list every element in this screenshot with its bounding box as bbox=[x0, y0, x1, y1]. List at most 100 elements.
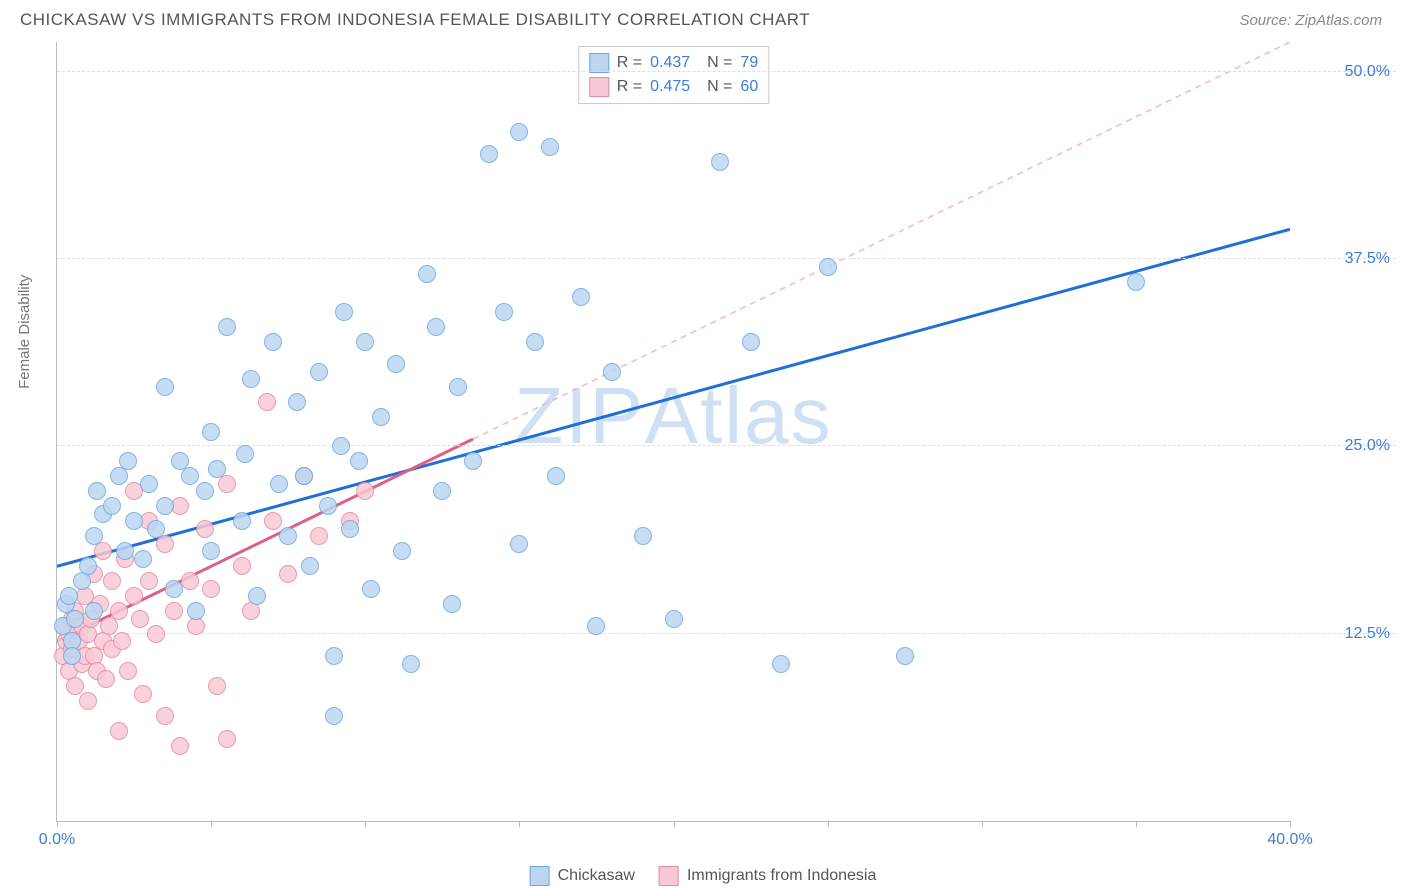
data-point bbox=[181, 572, 199, 590]
data-point bbox=[131, 610, 149, 628]
data-point bbox=[119, 662, 137, 680]
data-point bbox=[772, 655, 790, 673]
data-point bbox=[427, 318, 445, 336]
x-tick bbox=[1290, 821, 1291, 827]
trend-lines bbox=[57, 42, 1290, 821]
data-point bbox=[233, 512, 251, 530]
data-point bbox=[742, 333, 760, 351]
data-point bbox=[310, 527, 328, 545]
data-point bbox=[218, 318, 236, 336]
data-point bbox=[356, 333, 374, 351]
x-tick bbox=[828, 821, 829, 827]
chart-area: Female Disability ZIPAtlas R = 0.437 N =… bbox=[20, 42, 1396, 850]
data-point bbox=[310, 363, 328, 381]
legend-swatch bbox=[589, 77, 609, 97]
data-point bbox=[208, 460, 226, 478]
data-point bbox=[325, 707, 343, 725]
data-point bbox=[341, 520, 359, 538]
data-point bbox=[134, 550, 152, 568]
legend-n-label: N = bbox=[698, 78, 732, 96]
data-point bbox=[202, 542, 220, 560]
legend-r-label: R = bbox=[617, 54, 642, 72]
legend-series: Chickasaw Immigrants from Indonesia bbox=[530, 866, 877, 886]
data-point bbox=[116, 542, 134, 560]
data-point bbox=[1127, 273, 1145, 291]
x-tick bbox=[982, 821, 983, 827]
data-point bbox=[443, 595, 461, 613]
data-point bbox=[79, 692, 97, 710]
data-point bbox=[418, 265, 436, 283]
data-point bbox=[103, 572, 121, 590]
data-point bbox=[541, 138, 559, 156]
data-point bbox=[665, 610, 683, 628]
data-point bbox=[634, 527, 652, 545]
data-point bbox=[264, 333, 282, 351]
data-point bbox=[147, 625, 165, 643]
data-point bbox=[279, 527, 297, 545]
data-point bbox=[156, 378, 174, 396]
y-tick-label: 25.0% bbox=[1300, 437, 1390, 455]
data-point bbox=[480, 145, 498, 163]
legend-r-value: 0.475 bbox=[650, 78, 690, 96]
data-point bbox=[819, 258, 837, 276]
data-point bbox=[140, 475, 158, 493]
data-point bbox=[449, 378, 467, 396]
data-point bbox=[258, 393, 276, 411]
data-point bbox=[202, 423, 220, 441]
y-axis-label: Female Disability bbox=[16, 275, 33, 389]
data-point bbox=[464, 452, 482, 470]
legend-stat-row: R = 0.475 N = 60 bbox=[589, 75, 758, 99]
gridline bbox=[57, 71, 1396, 72]
data-point bbox=[896, 647, 914, 665]
x-tick bbox=[365, 821, 366, 827]
data-point bbox=[350, 452, 368, 470]
data-point bbox=[402, 655, 420, 673]
data-point bbox=[325, 647, 343, 665]
data-point bbox=[279, 565, 297, 583]
data-point bbox=[156, 707, 174, 725]
legend-r-label: R = bbox=[617, 78, 642, 96]
data-point bbox=[103, 497, 121, 515]
y-tick-label: 50.0% bbox=[1300, 63, 1390, 81]
x-tick bbox=[674, 821, 675, 827]
plot-region: ZIPAtlas R = 0.437 N = 79R = 0.475 N = 6… bbox=[56, 42, 1290, 822]
data-point bbox=[233, 557, 251, 575]
data-point bbox=[208, 677, 226, 695]
data-point bbox=[94, 542, 112, 560]
legend-label: Chickasaw bbox=[558, 867, 635, 885]
data-point bbox=[79, 557, 97, 575]
data-point bbox=[526, 333, 544, 351]
data-point bbox=[196, 482, 214, 500]
data-point bbox=[295, 467, 313, 485]
data-point bbox=[547, 467, 565, 485]
data-point bbox=[372, 408, 390, 426]
legend-item: Chickasaw bbox=[530, 866, 635, 886]
data-point bbox=[335, 303, 353, 321]
legend-label: Immigrants from Indonesia bbox=[687, 867, 876, 885]
data-point bbox=[110, 722, 128, 740]
x-tick bbox=[1136, 821, 1137, 827]
data-point bbox=[301, 557, 319, 575]
y-tick-label: 37.5% bbox=[1300, 250, 1390, 268]
data-point bbox=[165, 602, 183, 620]
data-point bbox=[187, 602, 205, 620]
data-point bbox=[171, 737, 189, 755]
data-point bbox=[393, 542, 411, 560]
legend-swatch bbox=[530, 866, 550, 886]
x-tick bbox=[211, 821, 212, 827]
data-point bbox=[60, 587, 78, 605]
data-point bbox=[587, 617, 605, 635]
y-tick-label: 12.5% bbox=[1300, 625, 1390, 643]
legend-swatch bbox=[659, 866, 679, 886]
data-point bbox=[110, 602, 128, 620]
data-point bbox=[66, 677, 84, 695]
data-point bbox=[202, 580, 220, 598]
legend-n-value: 79 bbox=[740, 54, 758, 72]
x-tick-label: 40.0% bbox=[1267, 831, 1312, 849]
chart-title: CHICKASAW VS IMMIGRANTS FROM INDONESIA F… bbox=[20, 10, 810, 30]
data-point bbox=[387, 355, 405, 373]
data-point bbox=[119, 452, 137, 470]
chart-source: Source: ZipAtlas.com bbox=[1239, 12, 1382, 29]
x-tick bbox=[57, 821, 58, 827]
legend-n-label: N = bbox=[698, 54, 732, 72]
